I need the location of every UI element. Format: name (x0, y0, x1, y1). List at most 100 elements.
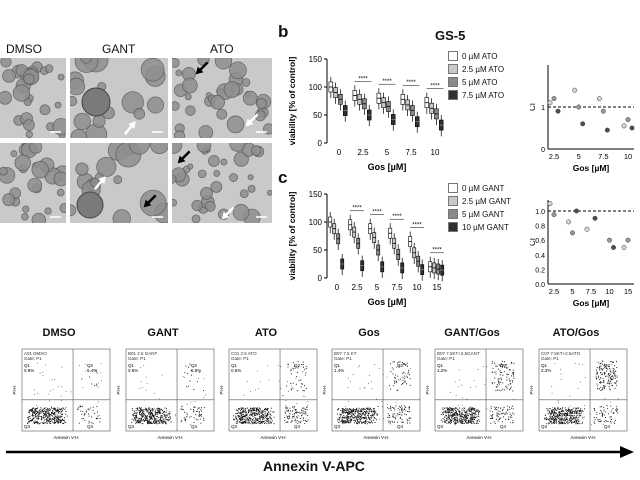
y-axis-label: viability [% of control] (287, 56, 297, 145)
flow-plot-header: B07 7.5 KT (334, 351, 357, 356)
flow-x-axis-label: Annexin V-H (260, 435, 285, 440)
ci-x-tick-label: 2.5 (549, 152, 559, 161)
panel-b-legend: 0 µM ATO 2.5 µM ATO 5 µM ATO 7.5 µM ATO (448, 50, 504, 102)
x-tick-label: 15 (433, 283, 442, 292)
flow-y-axis-label: PI-H (116, 386, 121, 395)
flow-panel-title: ATO (254, 327, 278, 339)
flow-x-axis-label: Annexin V-H (157, 435, 182, 440)
ci-y-axis-label: CI (530, 103, 537, 111)
micrograph-image (172, 143, 272, 223)
significance-label: **** (382, 79, 392, 85)
q4-label: Q4 (500, 424, 507, 429)
q1-label: Q1 (128, 363, 135, 368)
ci-x-axis-label: Gos [µM] (573, 298, 610, 308)
x-tick-label: 7.5 (391, 283, 403, 292)
q1-label: Q1 (24, 363, 31, 368)
panel-c-boxplot: 0 50 100 150 viability [% of control] 0 2.5 ***… (287, 190, 445, 307)
ci-y-tick-label: 0 (541, 147, 545, 154)
q1-label: 1.4% (334, 368, 344, 373)
panel-b-letter: b (278, 22, 289, 41)
ci-point (551, 96, 557, 102)
ci-point (607, 237, 612, 243)
q1-label: Q1 (437, 363, 444, 368)
y-tick-label: 0 (318, 139, 323, 148)
x-tick-label: 2.5 (357, 148, 369, 157)
q2-label: Q2 (294, 363, 301, 368)
significance-label: **** (406, 80, 416, 86)
flow-plot-header: Gate: P1 (24, 356, 42, 361)
significance-label: **** (372, 210, 382, 216)
ci-point (600, 108, 606, 114)
ci-y-tick-label: 0.8 (535, 224, 545, 231)
ci-x-tick-label: 7.5 (598, 152, 608, 161)
legend-swatch (448, 222, 458, 232)
ci-point (566, 219, 571, 225)
q1-label: 2.3% (541, 368, 551, 373)
y-tick-label: 0 (318, 274, 323, 283)
flow-plot-header: A01 DMSO (24, 351, 47, 356)
ci-point (584, 226, 590, 232)
flow-plot-header: Gate: P1 (541, 356, 559, 361)
flow-plot-header: C07 7.5KT+2.5ATO (541, 351, 581, 356)
panel-b-ci-plot: 0 1 CI 2.5 5 7.5 10 Gos [µM] (530, 65, 635, 173)
flow-plot-header: B01 2.5 GANT (128, 351, 158, 356)
ci-y-tick-label: 0.6 (535, 238, 545, 245)
flow-plot-header: Gate: P1 (437, 356, 455, 361)
legend-swatch (448, 183, 458, 193)
flow-plot-header: Gate: P1 (128, 356, 146, 361)
y-axis-label: viability [% of control] (287, 191, 297, 280)
q2-label: 6.4% (87, 368, 97, 373)
legend-swatch (448, 77, 458, 87)
flow-y-axis-label: PI-H (529, 386, 534, 395)
x-tick-label: 10 (431, 148, 440, 157)
q1-label: 0.5% (231, 368, 241, 373)
ci-x-tick-label: 5 (577, 152, 581, 161)
q1-label: Q1 (231, 363, 238, 368)
x-tick-label: 10 (413, 283, 422, 292)
col-label-gant: GANT (102, 42, 136, 56)
arrow-marker (143, 194, 157, 208)
q1-label: Q1 (541, 363, 548, 368)
annexin-arrow (6, 446, 634, 458)
micrograph-image (0, 143, 66, 223)
legend-label: 0 µM ATO (462, 51, 498, 61)
flow-plot: B07 7.5 KT Gate: P1 Q1 1.4% Q2 Q3 Q4 Annexin V-… (318, 341, 422, 446)
arrow-marker (221, 206, 235, 220)
legend-label: 5 µM ATO (462, 77, 498, 87)
ci-x-tick-label: 15 (624, 287, 632, 296)
ci-point (629, 125, 635, 131)
panel-b-title: GS-5 (435, 28, 466, 43)
significance-label: **** (352, 206, 362, 212)
x-tick-label: 5 (385, 148, 390, 157)
micrograph-image (70, 143, 168, 223)
legend-label: 2.5 µM GANT (462, 196, 512, 206)
legend-label: 10 µM GANT (462, 222, 509, 232)
panel-c-legend: 0 µM GANT 2.5 µM GANT 5 µM GANT 10 µM GANT (448, 182, 511, 234)
arrow-marker (245, 113, 259, 127)
q3-label: Q3 (231, 424, 238, 429)
micrograph-image (0, 58, 66, 138)
arrow-marker (93, 176, 106, 190)
x-tick-label: 7.5 (405, 148, 417, 157)
arrow-marker (195, 61, 209, 75)
legend-swatch (448, 51, 458, 61)
legend-label: 2.5 µM ATO (462, 64, 505, 74)
ci-y-tick-label: 1.0 (535, 209, 545, 216)
flow-panel-title: ATO/Gos (552, 327, 600, 339)
significance-label: **** (392, 214, 402, 220)
ci-x-tick-label: 10 (605, 287, 613, 296)
ci-point (596, 96, 602, 102)
legend-entry: 0 µM ATO (448, 50, 504, 62)
panel-b-boxplot: 0 50 100 150 viability [% of control] 0 2.5 ***… (287, 55, 444, 172)
ci-point (625, 117, 631, 123)
ci-y-tick-label: 0.0 (535, 282, 545, 289)
ci-point (592, 215, 598, 221)
significance-label: **** (432, 248, 442, 254)
flow-plot-frame (21, 348, 111, 432)
q3-label: Q3 (541, 424, 548, 429)
q3-label: Q3 (437, 424, 444, 429)
annexin-axis-label: Annexin V-APC (263, 458, 365, 474)
legend-label: 0 µM GANT (462, 183, 505, 193)
